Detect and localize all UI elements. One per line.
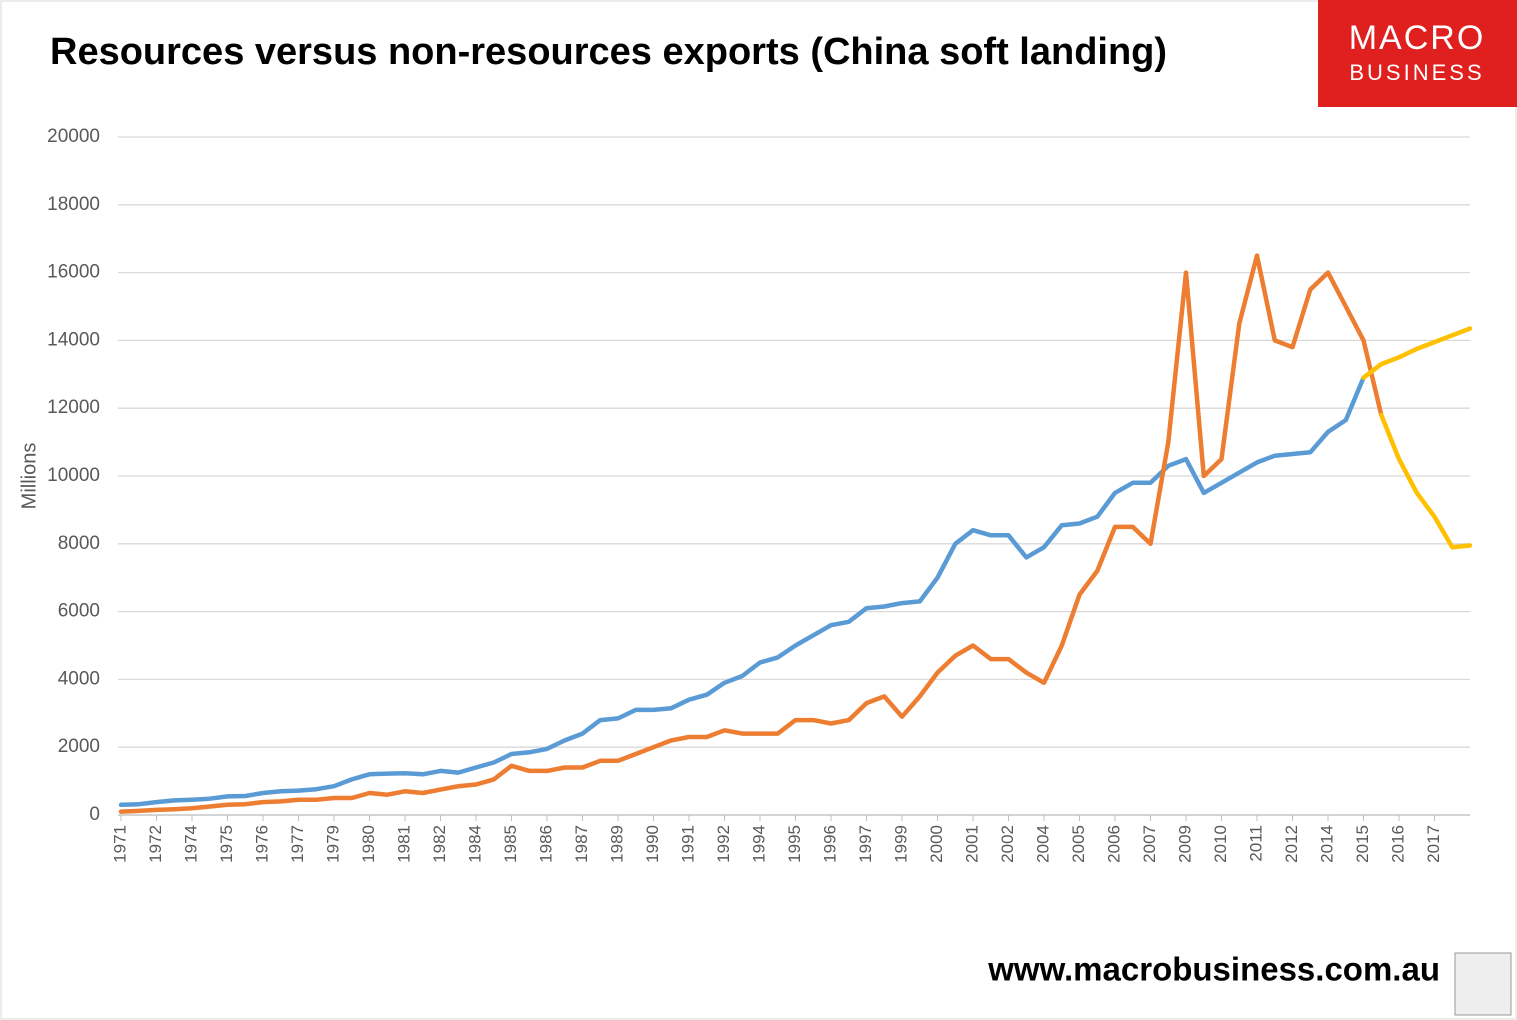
x-tick-label: 1991 bbox=[678, 825, 697, 863]
x-tick-label: 1977 bbox=[288, 825, 307, 863]
y-tick-label: 0 bbox=[89, 804, 100, 825]
series-line bbox=[1361, 326, 1473, 380]
x-tick-label: 1975 bbox=[217, 825, 236, 863]
y-tick-label: 10000 bbox=[47, 465, 100, 486]
x-tick-label: 2010 bbox=[1211, 825, 1230, 863]
x-tick-label: 1999 bbox=[891, 825, 910, 863]
series-line bbox=[118, 253, 1384, 814]
x-tick-label: 1992 bbox=[714, 825, 733, 863]
x-tick-label: 2017 bbox=[1424, 825, 1443, 863]
x-tick-label: 2014 bbox=[1317, 825, 1336, 863]
x-tick-label: 1997 bbox=[856, 825, 875, 863]
x-tick-label: 1976 bbox=[252, 825, 271, 863]
x-tick-label: 2015 bbox=[1353, 825, 1372, 863]
y-tick-label: 16000 bbox=[47, 262, 100, 283]
x-tick-label: 1995 bbox=[785, 825, 804, 863]
series-line bbox=[1379, 412, 1473, 550]
y-tick-label: 14000 bbox=[47, 329, 100, 350]
x-tick-label: 2005 bbox=[1069, 825, 1088, 863]
x-tick-label: 1974 bbox=[181, 825, 200, 863]
x-tick-label: 1972 bbox=[146, 825, 165, 863]
x-tick-label: 2004 bbox=[1033, 825, 1052, 863]
y-tick-label: 6000 bbox=[58, 601, 100, 622]
y-tick-label: 8000 bbox=[58, 533, 100, 554]
logo-text: MACRO bbox=[1349, 19, 1486, 57]
logo-text: BUSINESS bbox=[1349, 60, 1484, 85]
logo-box bbox=[1318, 0, 1517, 107]
x-tick-label: 1971 bbox=[110, 825, 129, 863]
x-tick-label: 1985 bbox=[501, 825, 520, 863]
x-tick-label: 1981 bbox=[394, 825, 413, 863]
x-tick-label: 1990 bbox=[643, 825, 662, 863]
x-tick-label: 1987 bbox=[572, 825, 591, 863]
x-tick-label: 2011 bbox=[1246, 825, 1265, 862]
x-tick-label: 1989 bbox=[607, 825, 626, 863]
x-tick-label: 1979 bbox=[323, 825, 342, 863]
x-tick-label: 1982 bbox=[430, 825, 449, 863]
x-tick-label: 2007 bbox=[1140, 825, 1159, 863]
x-tick-label: 1980 bbox=[359, 825, 378, 863]
y-tick-label: 18000 bbox=[47, 194, 100, 215]
footer: www.macrobusiness.com.au bbox=[987, 951, 1440, 988]
x-tick-label: 1986 bbox=[536, 825, 555, 863]
x-tick-label: 2001 bbox=[962, 825, 981, 863]
x-tick-label: 2000 bbox=[927, 825, 946, 863]
x-tick-label: 2002 bbox=[998, 825, 1017, 863]
logo-icon bbox=[1454, 952, 1512, 1016]
x-tick-label: 2006 bbox=[1104, 825, 1123, 863]
y-axis-label: Millions bbox=[18, 443, 40, 510]
series-line bbox=[118, 375, 1366, 808]
x-tick-label: 1984 bbox=[465, 825, 484, 863]
y-tick-label: 4000 bbox=[58, 668, 100, 689]
y-tick-label: 12000 bbox=[47, 397, 100, 418]
x-tick-label: 2009 bbox=[1175, 825, 1194, 863]
y-tick-label: 20000 bbox=[47, 126, 100, 147]
x-tick-label: 2016 bbox=[1388, 825, 1407, 863]
y-tick-label: 2000 bbox=[58, 736, 100, 757]
chart-title: Resources versus non-resources exports (… bbox=[50, 31, 1167, 73]
x-tick-label: 2012 bbox=[1282, 825, 1301, 863]
x-tick-label: 1996 bbox=[820, 825, 839, 863]
x-tick-label: 1994 bbox=[749, 825, 768, 863]
